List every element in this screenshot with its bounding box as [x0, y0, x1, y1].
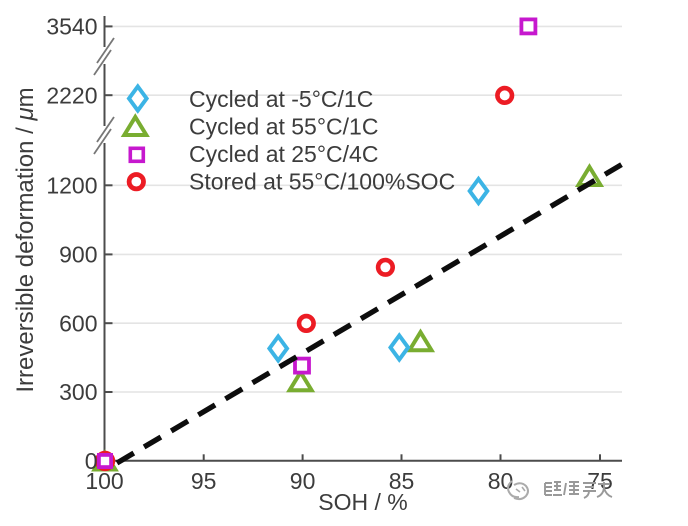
- svg-text:SOH / %: SOH / %: [318, 489, 407, 515]
- svg-text:600: 600: [59, 310, 97, 336]
- svg-text:1200: 1200: [46, 172, 97, 198]
- svg-text:80: 80: [488, 468, 514, 494]
- svg-text:Cycled at -5°C/1C: Cycled at -5°C/1C: [189, 86, 373, 112]
- svg-text:900: 900: [59, 242, 97, 268]
- svg-text:Irreversible deformation / μm: Irreversible deformation / μm: [12, 87, 39, 392]
- svg-text:300: 300: [59, 379, 97, 405]
- svg-text:Cycled at 25°C/4C: Cycled at 25°C/4C: [189, 141, 378, 167]
- svg-text:Cycled at 55°C/1C: Cycled at 55°C/1C: [189, 114, 378, 140]
- svg-text:0: 0: [85, 448, 98, 474]
- svg-text:3540: 3540: [46, 14, 97, 40]
- svg-text:Stored at 55°C/100%SOC: Stored at 55°C/100%SOC: [189, 169, 455, 195]
- svg-text:75: 75: [587, 468, 613, 494]
- svg-text:95: 95: [191, 468, 217, 494]
- svg-text:85: 85: [389, 468, 415, 494]
- svg-text:2220: 2220: [46, 82, 97, 108]
- svg-text:90: 90: [290, 468, 316, 494]
- svg-text:100: 100: [85, 468, 123, 494]
